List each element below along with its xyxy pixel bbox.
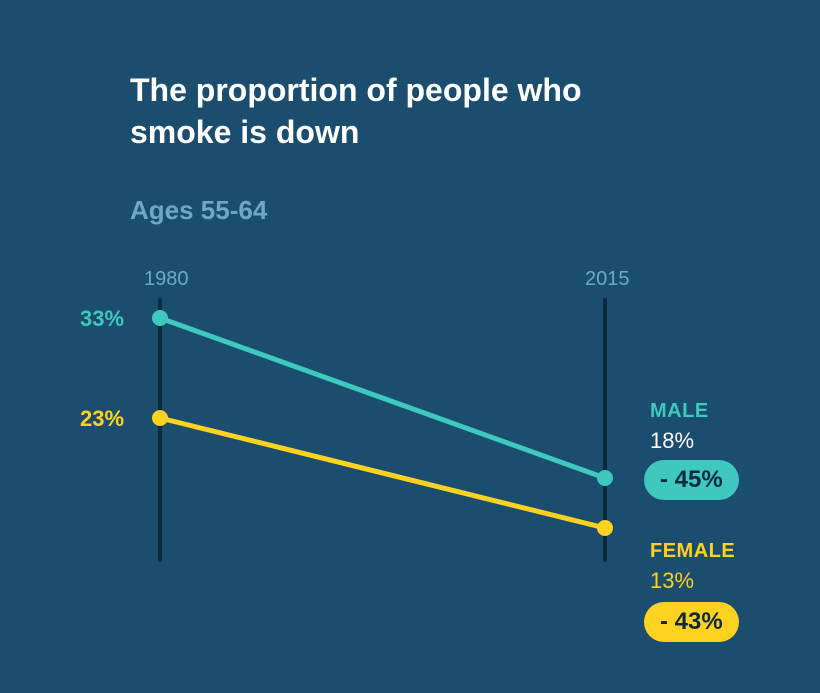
female-series-label: FEMALE <box>650 540 735 563</box>
x-axis-label-end: 2015 <box>585 268 630 291</box>
chart-title: The proportion of people who smoke is do… <box>130 70 650 153</box>
female-end-value: 13% <box>650 568 694 594</box>
male-start-value: 33% <box>80 306 124 332</box>
male-end-value: 18% <box>650 428 694 454</box>
x-axis-label-start: 1980 <box>144 268 189 291</box>
male-change-badge: - 45% <box>644 460 739 500</box>
male-series-label: MALE <box>650 400 709 423</box>
female-change-badge: - 43% <box>644 602 739 642</box>
female-start-value: 23% <box>80 406 124 432</box>
chart-subtitle: Ages 55-64 <box>130 195 267 226</box>
